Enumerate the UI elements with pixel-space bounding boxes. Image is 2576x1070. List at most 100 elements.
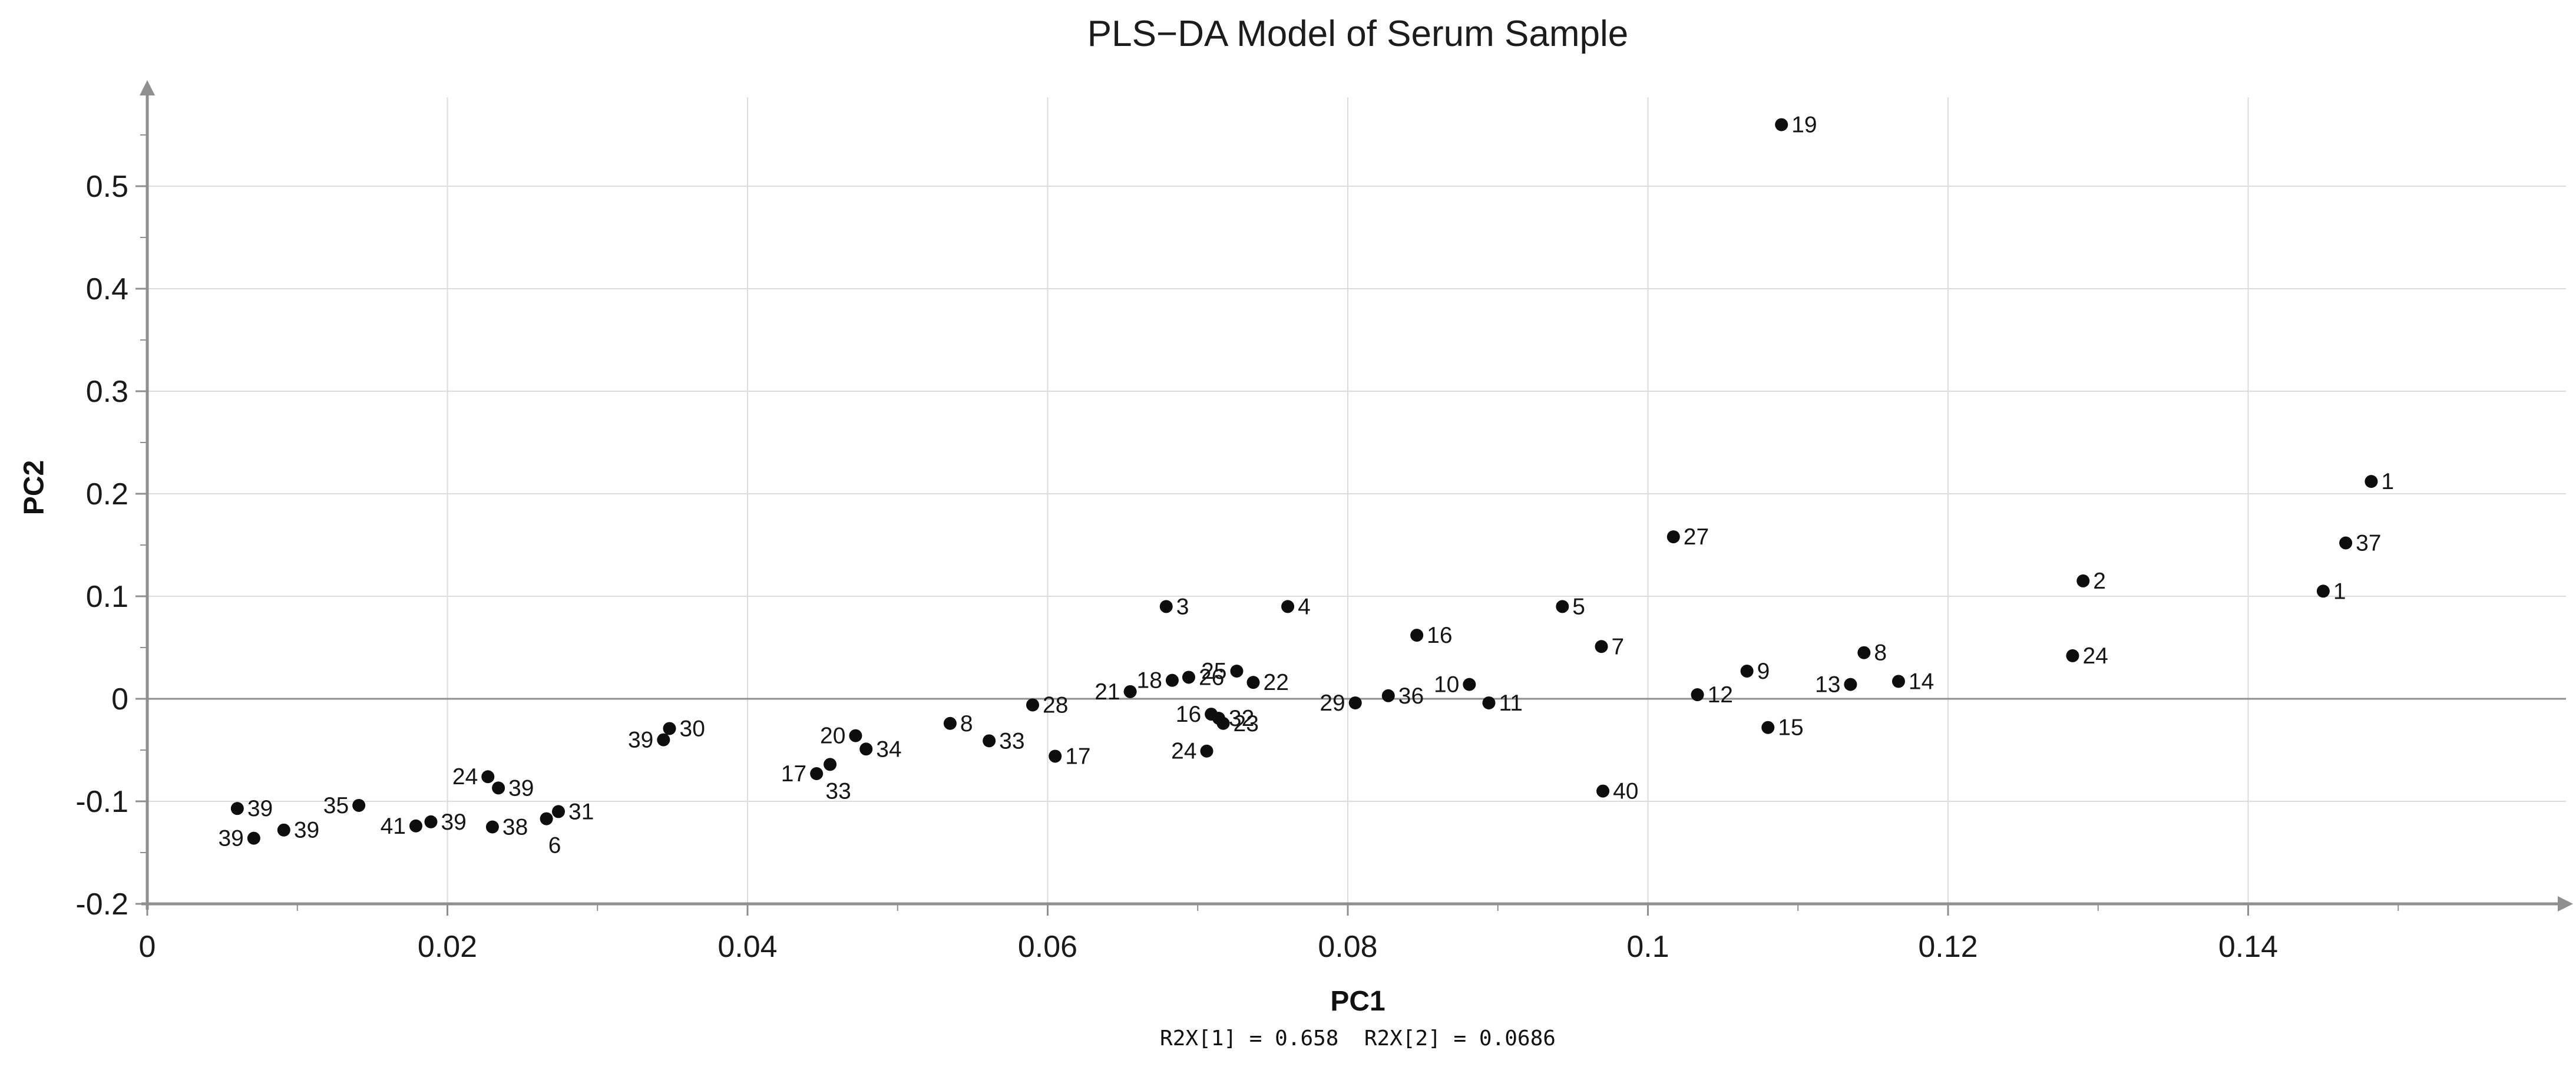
data-point[interactable] [409, 819, 423, 833]
data-point[interactable] [1410, 629, 1424, 642]
data-point[interactable] [657, 733, 670, 747]
x-axis-arrow-icon [2558, 896, 2573, 912]
point-label: 1 [2381, 469, 2394, 494]
point-label: 33 [825, 778, 851, 804]
data-point[interactable] [1666, 530, 1680, 544]
data-point[interactable] [1246, 676, 1260, 689]
data-point[interactable] [1123, 685, 1137, 698]
data-point[interactable] [2316, 584, 2330, 598]
data-point[interactable] [2076, 574, 2090, 587]
point-label: 11 [1499, 691, 1523, 716]
data-point[interactable] [983, 734, 996, 748]
data-point[interactable] [859, 742, 873, 756]
x-tick-label: 0.1 [1626, 930, 1669, 964]
data-point[interactable] [540, 812, 553, 825]
y-tick-label: 0.3 [86, 375, 128, 409]
point-label: 6 [548, 833, 561, 858]
data-point[interactable] [849, 729, 862, 742]
point-label: 40 [1613, 779, 1638, 804]
data-point[interactable] [352, 798, 366, 812]
point-label: 37 [2356, 531, 2381, 556]
data-point[interactable] [2339, 536, 2353, 550]
data-point[interactable] [1596, 784, 1610, 798]
point-label: 23 [1234, 711, 1259, 737]
data-point[interactable] [1182, 671, 1195, 684]
data-point[interactable] [1281, 600, 1295, 613]
data-point[interactable] [277, 823, 290, 837]
point-label: 20 [820, 724, 845, 749]
data-point[interactable] [2066, 649, 2079, 662]
y-tick-label: -0.1 [75, 785, 128, 819]
data-point[interactable] [1482, 696, 1496, 709]
data-point[interactable] [1165, 673, 1179, 687]
data-point[interactable] [424, 815, 438, 828]
data-point[interactable] [1857, 646, 1871, 659]
point-label: 8 [1874, 640, 1887, 666]
data-point[interactable] [485, 820, 499, 834]
y-tick-label: -0.2 [75, 887, 128, 922]
data-point[interactable] [1892, 675, 1905, 688]
point-label: 22 [1264, 670, 1289, 695]
point-label: 5 [1572, 594, 1585, 619]
point-label: 32 [1229, 706, 1254, 731]
data-point[interactable] [1216, 716, 1230, 730]
point-label: 7 [1612, 634, 1625, 659]
data-point[interactable] [943, 716, 957, 730]
data-point[interactable] [1049, 749, 1062, 763]
data-point[interactable] [2365, 475, 2378, 488]
data-point[interactable] [481, 770, 495, 784]
data-point[interactable] [1026, 698, 1040, 712]
x-axis-title: PC1 [1330, 986, 1385, 1017]
point-label: 15 [1778, 715, 1803, 741]
point-label: 18 [1137, 668, 1162, 693]
point-label: 39 [628, 728, 653, 753]
x-tick-label: 0.12 [1918, 930, 1978, 964]
point-label: 16 [1176, 702, 1201, 727]
data-point[interactable] [1200, 744, 1213, 758]
point-label: 2 [2093, 569, 2106, 594]
data-point[interactable] [1463, 678, 1476, 691]
y-tick-label: 0.2 [86, 477, 128, 511]
point-label: 39 [294, 818, 319, 843]
data-point[interactable] [230, 802, 244, 815]
data-point[interactable] [1761, 721, 1775, 734]
data-point[interactable] [1740, 665, 1754, 678]
point-label: 17 [1065, 744, 1090, 769]
data-point[interactable] [1775, 118, 1788, 131]
x-tick-label: 0 [139, 930, 156, 964]
data-point[interactable] [1595, 640, 1608, 653]
point-label: 34 [876, 737, 901, 762]
data-point[interactable] [663, 722, 676, 735]
x-tick-label: 0.04 [717, 930, 777, 964]
data-point[interactable] [247, 831, 260, 845]
data-point[interactable] [824, 758, 837, 771]
data-point[interactable] [1691, 688, 1704, 702]
data-point[interactable] [1230, 665, 1244, 678]
point-label: 9 [1757, 659, 1770, 684]
point-label: 36 [1398, 683, 1424, 709]
point-label: 27 [1684, 524, 1709, 550]
point-label: 39 [218, 826, 243, 851]
data-point[interactable] [552, 805, 566, 818]
y-tick-label: 0.4 [86, 272, 128, 306]
point-label: 33 [999, 728, 1024, 754]
point-label: 16 [1427, 623, 1452, 648]
data-point[interactable] [1381, 689, 1395, 702]
data-point[interactable] [1159, 600, 1173, 613]
data-point[interactable] [810, 767, 824, 781]
data-point[interactable] [1556, 600, 1569, 613]
point-label: 1 [2333, 579, 2346, 604]
data-point[interactable] [1348, 696, 1362, 709]
point-label: 12 [1708, 682, 1733, 708]
point-label: 38 [502, 815, 528, 840]
point-label: 19 [1791, 113, 1817, 138]
point-label: 8 [960, 711, 973, 737]
point-label: 28 [1043, 692, 1068, 718]
data-point[interactable] [1844, 678, 1857, 691]
point-label: 3 [1176, 594, 1189, 619]
x-tick-label: 0.06 [1018, 930, 1077, 964]
point-label: 26 [1199, 665, 1224, 690]
data-point[interactable] [492, 781, 505, 795]
